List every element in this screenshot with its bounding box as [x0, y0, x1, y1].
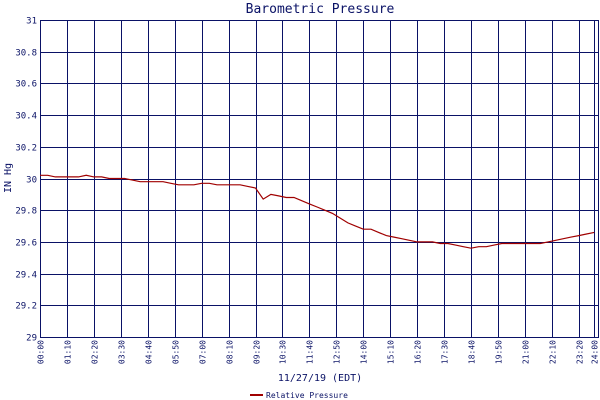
- y-tick-label: 29.4: [15, 271, 37, 281]
- x-tick-label: 19:50: [495, 340, 504, 364]
- x-tick-label: 02:20: [91, 340, 100, 364]
- y-tick-label: 30.2: [15, 144, 37, 154]
- x-tick-label: 16:20: [414, 340, 423, 364]
- y-axis-label: IN Hg: [3, 163, 14, 193]
- x-tick-label: 04:40: [145, 340, 154, 364]
- x-tick-label: 23:20: [576, 340, 585, 364]
- x-tick-label: 11:40: [306, 340, 315, 364]
- series-line-relative-pressure: [40, 174, 595, 249]
- y-tick-labels: 29 29.2 29.4 29.6 29.8 30 30.2 30.4 30.6 30.8 31: [15, 17, 37, 344]
- x-tick-label: 17:30: [441, 340, 450, 364]
- y-tick-label: 29: [26, 334, 37, 344]
- x-tick-label: 24:00: [591, 340, 600, 364]
- x-tick-label: 01:10: [64, 340, 73, 364]
- legend: Relative Pressure: [250, 391, 348, 400]
- x-tick-label: 08:10: [226, 340, 235, 364]
- x-tick-label: 05:50: [172, 340, 181, 364]
- x-tick-label: 21:00: [522, 340, 531, 364]
- y-tick-label: 31: [26, 17, 37, 27]
- x-tick-label: 07:00: [199, 340, 208, 364]
- y-tick-label: 29.6: [15, 239, 37, 249]
- series-layer: [40, 174, 595, 249]
- x-axis-label: 11/27/19 (EDT): [278, 373, 362, 384]
- x-tick-label: 12:50: [333, 340, 342, 364]
- x-tick-label: 00:00: [37, 340, 46, 364]
- y-tick-label: 30.8: [15, 49, 37, 59]
- legend-label: Relative Pressure: [266, 391, 348, 400]
- x-tick-label: 14:00: [360, 340, 369, 364]
- y-tick-label: 29.8: [15, 207, 37, 217]
- chart-title: Barometric Pressure: [246, 2, 395, 17]
- x-tick-label: 15:10: [387, 340, 396, 364]
- y-tick-label: 30.4: [15, 112, 37, 122]
- y-tick-label: 30.6: [15, 80, 37, 90]
- x-tick-label: 09:20: [253, 340, 262, 364]
- x-tick-label: 10:30: [279, 340, 288, 364]
- x-tick-labels: 00:00 01:10 02:20 03:30 04:40 05:50 07:00 08:10…: [37, 340, 600, 364]
- x-tick-label: 18:40: [468, 340, 477, 364]
- x-tick-label: 22:10: [549, 340, 558, 364]
- y-tick-label: 29.2: [15, 302, 37, 312]
- x-tick-label: 03:30: [118, 340, 127, 364]
- plot-border: [40, 20, 599, 338]
- y-tick-label: 30: [26, 176, 37, 186]
